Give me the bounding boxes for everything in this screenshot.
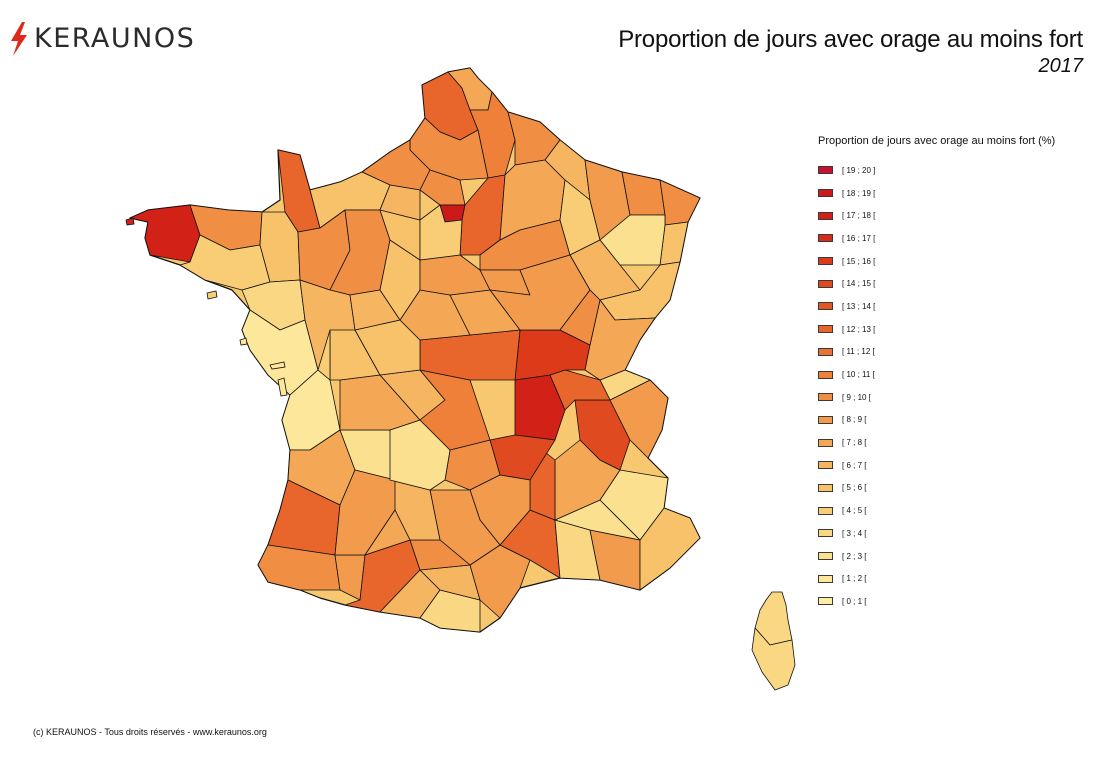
legend-item: [ 1 ; 2 [ xyxy=(818,567,1078,590)
ile-re xyxy=(269,361,286,370)
legend-item: [ 5 ; 6 [ xyxy=(818,477,1078,500)
legend-swatch xyxy=(818,211,833,220)
dept-yvelines-essonne xyxy=(419,204,463,261)
legend-label: [ 4 ; 5 [ xyxy=(842,506,867,516)
legend-swatch xyxy=(818,415,833,424)
legend-swatch xyxy=(818,597,833,606)
legend-label: [ 14 ; 15 [ xyxy=(842,279,876,289)
legend-swatch xyxy=(818,393,833,402)
legend-label: [ 1 ; 2 [ xyxy=(842,574,867,584)
legend-swatch xyxy=(818,189,833,198)
dept-pyrenees-orientales xyxy=(419,589,481,633)
legend-swatch xyxy=(818,529,833,538)
dept-gers xyxy=(364,509,411,556)
dept-var xyxy=(589,529,641,591)
legend-swatch xyxy=(818,325,833,334)
legend-label: [ 19 ; 20 ] xyxy=(842,165,876,175)
legend-swatch xyxy=(818,506,833,515)
legend-swatch xyxy=(818,234,833,243)
keraunos-logo: KERAUNOS xyxy=(8,22,195,56)
logo-text: KERAUNOS xyxy=(34,23,196,54)
legend-label: [ 5 ; 6 [ xyxy=(842,483,867,493)
legend: Proportion de jours avec orage au moins … xyxy=(818,134,1078,613)
legend-label: [ 18 ; 19 [ xyxy=(842,188,876,198)
ile-yeu xyxy=(239,337,248,346)
legend-swatch xyxy=(818,166,833,175)
legend-swatch xyxy=(818,279,833,288)
dept-jura xyxy=(584,299,656,381)
legend-label: [ 16 ; 17 [ xyxy=(842,233,876,243)
legend-label: [ 0 ; 1 [ xyxy=(842,596,867,606)
dept-saone-loire-west xyxy=(559,289,601,346)
legend-swatch xyxy=(818,438,833,447)
legend-swatch xyxy=(818,552,833,561)
map-title: Proportion de jours avec orage au moins … xyxy=(618,26,1083,53)
dept-finistere xyxy=(129,204,201,263)
ile-ouessant xyxy=(125,217,135,226)
legend-item: [ 16 ; 17 [ xyxy=(818,227,1078,250)
legend-swatch xyxy=(818,347,833,356)
legend-label: [ 9 ; 10 [ xyxy=(842,392,871,402)
copyright-notice: (c) KERAUNOS - Tous droits réservés - ww… xyxy=(33,727,267,737)
legend-item: [ 3 ; 4 [ xyxy=(818,522,1078,545)
map-year: 2017 xyxy=(1038,55,1084,77)
legend-label: [ 12 ; 13 [ xyxy=(842,324,876,334)
legend-item: [ 0 ; 1 [ xyxy=(818,590,1078,613)
legend-swatch xyxy=(818,302,833,311)
legend-label: [ 3 ; 4 [ xyxy=(842,528,867,538)
legend-label: [ 15 ; 16 [ xyxy=(842,256,876,266)
legend-title: Proportion de jours avec orage au moins … xyxy=(818,135,1056,147)
legend-item: [ 11 ; 12 [ xyxy=(818,341,1078,364)
belle-ile xyxy=(206,290,218,300)
legend-swatch xyxy=(818,257,833,266)
legend-item: [ 10 ; 11 [ xyxy=(818,363,1078,386)
legend-item: [ 15 ; 16 [ xyxy=(818,250,1078,273)
legend-swatch xyxy=(818,574,833,583)
legend-label: [ 10 ; 11 [ xyxy=(842,370,875,380)
legend-item: [ 17 ; 18 [ xyxy=(818,204,1078,227)
legend-item: [ 13 ; 14 [ xyxy=(818,295,1078,318)
dept-oise xyxy=(419,169,466,206)
legend-item: [ 14 ; 15 [ xyxy=(818,272,1078,295)
legend-item: [ 7 ; 8 [ xyxy=(818,431,1078,454)
legend-item: [ 9 ; 10 [ xyxy=(818,386,1078,409)
legend-item: [ 2 ; 3 [ xyxy=(818,545,1078,568)
legend-label: [ 8 ; 9 [ xyxy=(842,415,867,425)
ile-oleron xyxy=(277,377,288,397)
legend-item: [ 18 ; 19 [ xyxy=(818,182,1078,205)
legend-swatch xyxy=(818,461,833,470)
dept-corse-du-sud xyxy=(751,627,796,691)
legend-items: [ 19 ; 20 ] [ 18 ; 19 [ [ 17 ; 18 [ [ 16… xyxy=(818,159,1078,613)
france-department-map xyxy=(125,67,796,691)
legend-label: [ 6 ; 7 [ xyxy=(842,460,867,470)
legend-swatch xyxy=(818,483,833,492)
legend-swatch xyxy=(818,370,833,379)
title-block: Proportion de jours avec orage au moins … xyxy=(618,26,1083,78)
dept-bas-rhin xyxy=(659,179,701,226)
legend-item: [ 6 ; 7 [ xyxy=(818,454,1078,477)
legend-label: [ 13 ; 14 [ xyxy=(842,301,876,311)
lightning-bolt-icon xyxy=(11,22,27,56)
dept-moselle xyxy=(621,171,666,216)
legend-item: [ 12 ; 13 [ xyxy=(818,318,1078,341)
legend-label: [ 7 ; 8 [ xyxy=(842,438,867,448)
legend-item: [ 8 ; 9 [ xyxy=(818,409,1078,432)
legend-item: [ 19 ; 20 ] xyxy=(818,159,1078,182)
dept-deux-sevres xyxy=(317,329,331,381)
legend-label: [ 11 ; 12 [ xyxy=(842,347,875,357)
legend-label: [ 2 ; 3 [ xyxy=(842,551,867,561)
legend-label: [ 17 ; 18 [ xyxy=(842,211,876,221)
legend-item: [ 4 ; 5 [ xyxy=(818,499,1078,522)
